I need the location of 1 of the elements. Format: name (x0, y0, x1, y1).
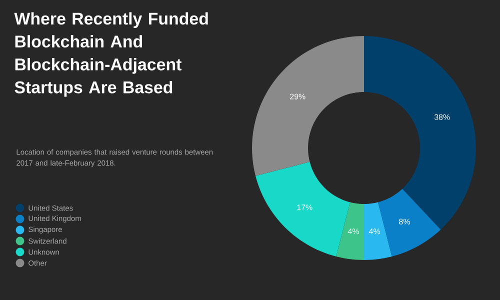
text: Where Recently Funded Blockchain And Blockchain-Adjacent Startups Are Based (14, 12, 208, 97)
